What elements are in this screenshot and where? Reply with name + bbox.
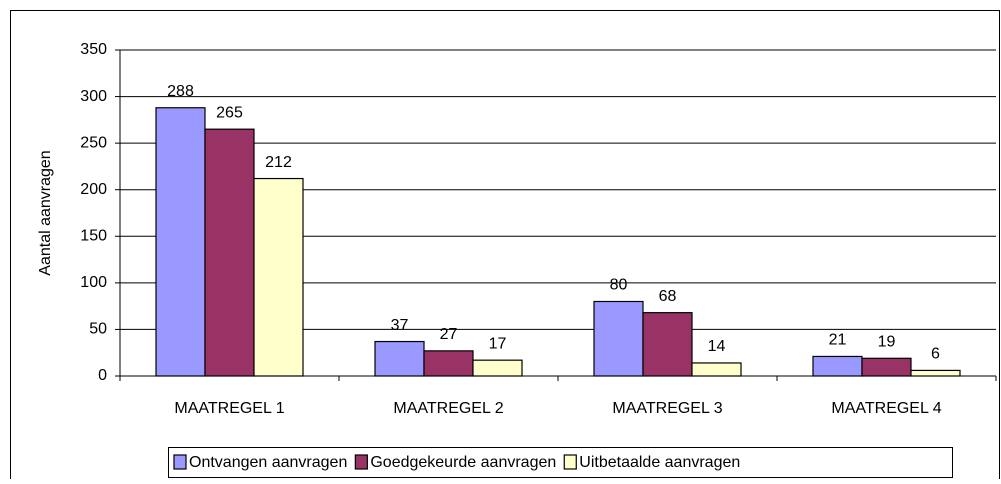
bar [155,107,206,377]
legend-swatch [354,454,368,470]
legend-swatch [563,454,577,470]
data-label: 21 [829,332,847,349]
data-label: 80 [610,277,628,294]
data-label: 14 [708,338,726,355]
bar [642,312,693,377]
y-tick-label: 100 [80,274,107,291]
bar [910,369,961,377]
bar [253,177,304,377]
legend-box [168,447,953,478]
legend-label: Uitbetaalde aanvragen [579,454,740,471]
y-tick-label: 200 [80,181,107,198]
data-label: 27 [440,326,458,343]
y-tick-label: 0 [98,367,107,384]
data-label: 17 [489,335,507,352]
data-label: 37 [391,317,409,334]
bar [861,357,912,377]
data-label: 68 [659,288,677,305]
legend-swatch [173,454,187,470]
bar [691,362,742,377]
legend-label: Goedgekeurde aanvragen [370,454,556,471]
data-label: 288 [167,83,194,100]
bar [204,128,255,377]
x-tick-label: MAATREGEL 3 [612,400,722,417]
x-tick-label: MAATREGEL 1 [174,400,284,417]
y-tick-label: 50 [89,321,107,338]
legend-label: Ontvangen aanvragen [189,454,347,471]
x-tick-label: MAATREGEL 2 [393,400,503,417]
y-tick-label: 150 [80,228,107,245]
data-label: 19 [878,334,896,351]
data-label: 6 [931,346,940,363]
bar [593,300,644,377]
bar [423,350,474,377]
x-tick-label: MAATREGEL 4 [831,400,941,417]
data-label: 265 [216,104,243,121]
bar [374,340,425,377]
data-label: 212 [265,154,292,171]
y-tick-label: 350 [80,41,107,58]
y-tick-label: 300 [80,88,107,105]
bar [812,355,863,377]
y-axis-label: Aantal aanvragen [37,150,54,275]
bar [472,359,523,377]
y-tick-label: 250 [80,134,107,151]
